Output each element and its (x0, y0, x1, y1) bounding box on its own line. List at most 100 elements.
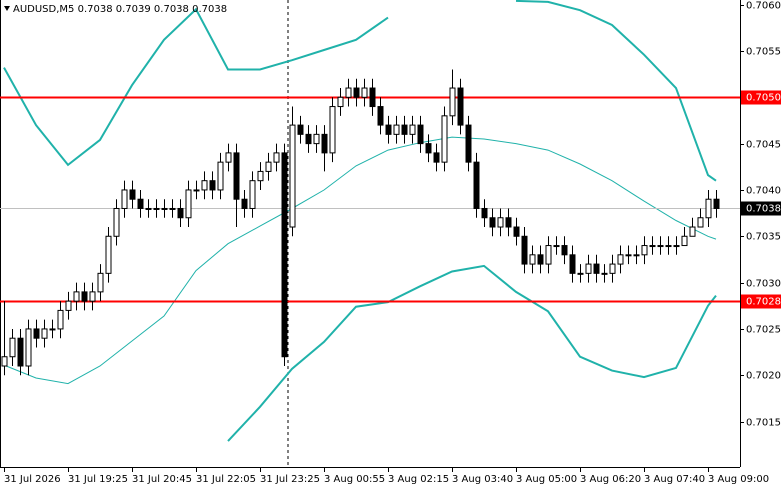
x-tick-label: 31 Jul 19:25 (68, 474, 128, 485)
candle-body (121, 189, 128, 209)
candle-body (401, 124, 408, 135)
candle-body (593, 263, 600, 274)
candle-body (145, 207, 152, 210)
candle-body (1, 356, 8, 367)
candle-body (321, 133, 328, 154)
candle-body (209, 180, 216, 191)
y-tick-label: 0.7040 (746, 186, 781, 197)
x-tick-label: 31 Jul 20:45 (132, 474, 192, 485)
candle-body (585, 263, 592, 274)
candle-body (569, 254, 576, 274)
band-line (3, 136, 717, 385)
candle-body (369, 87, 376, 108)
level-label: 0.7038 (746, 204, 781, 215)
candle-body (73, 291, 80, 302)
candle-body (609, 263, 616, 274)
candle-body (513, 226, 520, 237)
y-tick-label: 0.7030 (746, 279, 781, 290)
candle-body (97, 272, 104, 293)
candle-body (17, 337, 24, 367)
candle-body (377, 106, 384, 126)
candle-body (385, 124, 392, 135)
y-tick-label: 0.7060 (746, 1, 781, 12)
candle-body (497, 217, 504, 228)
candle-body (193, 189, 200, 192)
candle-body (393, 124, 400, 135)
candle-body (249, 180, 256, 209)
candle-body (65, 300, 72, 311)
candle-body (361, 87, 368, 98)
candle-body (113, 207, 120, 237)
candle-body (481, 207, 488, 219)
x-tick-label: 3 Aug 09:00 (708, 474, 769, 485)
candle-body (705, 198, 712, 219)
candle-body (713, 198, 720, 209)
candle-body (129, 189, 136, 200)
x-tick-label: 31 Jul 23:25 (260, 474, 320, 485)
candle-body (449, 87, 456, 117)
x-tick-label: 3 Aug 02:15 (388, 474, 449, 485)
candle-body (457, 87, 464, 126)
x-tick-label: 3 Aug 00:55 (324, 474, 385, 485)
x-tick-label: 31 Jul 2026 (4, 474, 61, 485)
candle-body (665, 245, 672, 248)
candle-body (633, 254, 640, 257)
candle-body (641, 245, 648, 256)
candle-body (425, 143, 432, 154)
candle-body (441, 115, 448, 163)
candle-body (337, 96, 344, 108)
candle-body (409, 124, 416, 135)
candle-body (41, 328, 48, 339)
candle-body (657, 245, 664, 248)
candle-body (281, 152, 288, 358)
candle-body (473, 161, 480, 209)
candle-body (169, 207, 176, 210)
candle-body (433, 152, 440, 163)
candle-body (201, 180, 208, 191)
x-tick-label: 3 Aug 03:40 (452, 474, 513, 485)
candle-body (49, 328, 56, 331)
y-tick-label: 0.7055 (746, 47, 781, 58)
y-tick-label: 0.7045 (746, 140, 781, 151)
chart-title: AUDUSD,M5 0.7038 0.7039 0.7038 0.7038 (13, 4, 227, 15)
band-line (227, 264, 717, 442)
level-label: 0.7050 (746, 93, 781, 104)
candle-body (681, 235, 688, 247)
x-tick-label: 3 Aug 07:40 (644, 474, 705, 485)
y-tick-label: 0.7025 (746, 325, 781, 336)
candle-body (353, 87, 360, 98)
level-label: 0.7028 (746, 297, 781, 308)
candle-body (313, 133, 320, 145)
candle-body (601, 272, 608, 275)
level-label-box (741, 90, 781, 105)
candle-body (265, 161, 272, 172)
candle-body (545, 245, 552, 265)
candle-body (57, 309, 64, 330)
title-icon (4, 6, 10, 11)
x-tick-label: 31 Jul 22:05 (196, 474, 256, 485)
candle-body (417, 124, 424, 145)
candle-body (177, 207, 184, 219)
candle-body (33, 328, 40, 339)
candle-body (89, 291, 96, 302)
candle-body (241, 198, 248, 209)
candle-body (225, 152, 232, 163)
candle-body (153, 207, 160, 210)
candle-body (233, 152, 240, 200)
candle-body (561, 245, 568, 256)
candle-body (529, 254, 536, 265)
candle-body (649, 245, 656, 248)
candle-body (185, 189, 192, 219)
candle-body (81, 291, 88, 302)
candle-body (537, 254, 544, 265)
candle-body (297, 124, 304, 135)
candle-body (577, 272, 584, 275)
level-label-box (741, 201, 781, 216)
candle-body (673, 245, 680, 248)
candle-body (161, 207, 168, 210)
candle-body (305, 133, 312, 145)
candle-body (137, 198, 144, 209)
candle-body (273, 152, 280, 163)
candle-body (217, 161, 224, 191)
